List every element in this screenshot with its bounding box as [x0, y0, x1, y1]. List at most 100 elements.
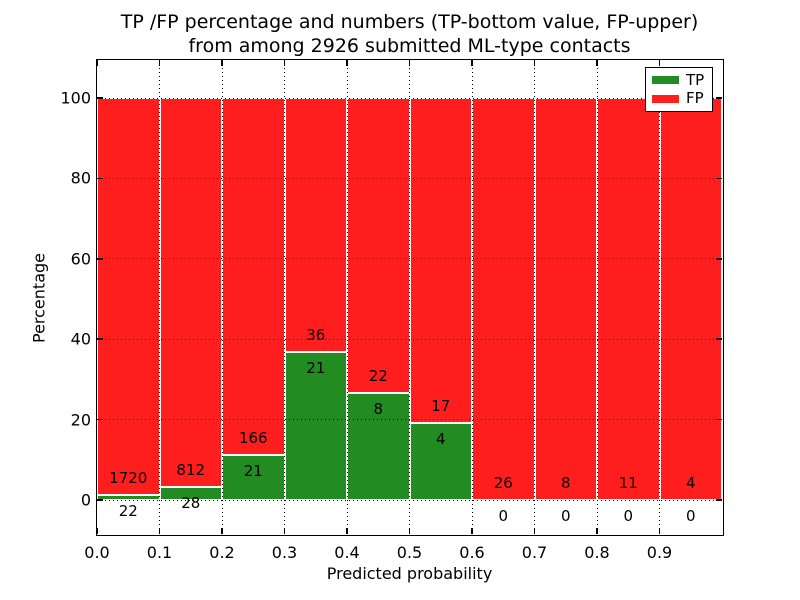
tp-legend-swatch-icon [652, 76, 679, 85]
x-tick-mark [596, 60, 598, 66]
fp-bar [97, 98, 160, 495]
x-tick-mark [471, 528, 473, 534]
x-tick-mark [97, 528, 98, 534]
y-tick-mark [97, 499, 103, 501]
fp-bar [222, 98, 285, 455]
vertical-gridline [221, 60, 223, 534]
vertical-gridline [409, 60, 410, 534]
x-tick-label: 0.8 [584, 543, 610, 562]
fp-legend-label: FP [686, 89, 704, 108]
y-tick-mark [716, 418, 722, 421]
x-tick-label: 0.3 [271, 543, 298, 562]
x-tick-mark [596, 528, 598, 534]
x-tick-mark [158, 60, 161, 66]
fp-bar [159, 98, 222, 487]
fp-bar [284, 98, 347, 352]
x-tick-mark [97, 60, 98, 66]
y-tick-mark [97, 97, 103, 99]
vertical-gridline [159, 60, 160, 534]
y-tick-mark [716, 499, 722, 501]
tp-count-label: 28 [181, 493, 201, 512]
vertical-gridline [471, 60, 473, 534]
fp-count-label: 166 [238, 428, 268, 447]
tp-count-label: 21 [306, 358, 326, 377]
x-tick-mark [533, 528, 536, 534]
tp-count-label: 22 [118, 501, 138, 520]
x-tick-mark [221, 60, 223, 66]
y-tick-label: 20 [70, 410, 91, 430]
legend-entry-fp: FP [652, 91, 706, 106]
x-tick-label: 0.4 [334, 543, 360, 562]
x-tick-label: 0.6 [459, 543, 485, 562]
x-tick-mark [221, 528, 223, 534]
legend-entry-tp: TP [652, 70, 706, 89]
chart-title: TP /FP percentage and numbers (TP-bottom… [97, 10, 722, 58]
x-tick-mark [658, 60, 661, 66]
tp-count-label: 0 [560, 507, 571, 525]
fp-count-label: 26 [493, 474, 513, 492]
y-tick-mark [97, 418, 103, 421]
x-tick-label: 0.0 [84, 543, 110, 562]
y-tick-mark [716, 97, 722, 99]
x-tick-mark [158, 528, 161, 534]
tp-count-label: 0 [498, 507, 509, 525]
vertical-gridline [284, 60, 285, 534]
y-tick-mark [716, 338, 722, 340]
tp-count-label: 0 [623, 507, 634, 525]
x-tick-label: 0.7 [521, 543, 548, 562]
plot-area: 1720 22 812 28 166 21 36 21 22 8 17 4 26 0 8 0 11 0 4 0 [97, 60, 722, 534]
fp-bar [409, 98, 472, 424]
y-tick-mark [97, 258, 103, 260]
y-tick-mark [716, 177, 722, 180]
x-tick-mark [283, 60, 286, 66]
y-tick-mark [716, 258, 722, 260]
fp-count-label: 17 [431, 397, 451, 416]
tp-count-label: 21 [243, 461, 263, 480]
fp-legend-swatch-icon [652, 94, 679, 103]
x-tick-mark [283, 528, 286, 534]
fp-bar [472, 98, 535, 500]
y-tick-label: 0 [80, 490, 91, 510]
fp-count-label: 11 [618, 474, 638, 492]
fp-bar [534, 98, 597, 500]
fp-count-label: 8 [560, 474, 571, 492]
y-tick-mark [97, 338, 103, 340]
x-tick-mark [533, 60, 536, 66]
fp-bar [347, 98, 410, 393]
fp-count-label: 22 [368, 366, 388, 385]
x-tick-label: 0.1 [146, 543, 173, 562]
fp-bar [659, 98, 722, 500]
tp-count-label: 4 [435, 430, 446, 449]
chart-title-line2: from among 2926 submitted ML-type contac… [188, 35, 631, 57]
fp-count-label: 4 [685, 474, 696, 492]
x-tick-mark [658, 528, 661, 534]
fp-bar [597, 98, 660, 500]
x-tick-mark [408, 528, 411, 534]
tp-count-label: 0 [685, 507, 696, 525]
x-tick-mark [346, 60, 348, 66]
y-tick-label: 80 [70, 168, 91, 188]
y-tick-label: 100 [60, 88, 91, 108]
vertical-gridline [346, 60, 348, 534]
fp-count-label: 1720 [109, 468, 148, 487]
tp-bar [222, 454, 285, 500]
legend: TP FP [645, 67, 713, 112]
vertical-gridline [534, 60, 535, 534]
y-axis-label: Percentage [29, 252, 49, 344]
x-tick-mark [408, 60, 411, 66]
vertical-gridline [596, 60, 598, 534]
x-axis-label: Predicted probability [326, 564, 493, 583]
x-tick-label: 0.2 [209, 543, 235, 562]
y-tick-mark [97, 177, 103, 180]
fp-count-label: 812 [176, 460, 206, 479]
vertical-gridline [659, 60, 660, 534]
tp-count-label: 8 [373, 399, 384, 418]
tp-legend-label: TP [686, 70, 705, 89]
x-tick-label: 0.9 [646, 543, 673, 562]
x-tick-label: 0.5 [396, 543, 423, 562]
chart-title-line1: TP /FP percentage and numbers (TP-bottom… [120, 11, 699, 33]
fp-count-label: 36 [306, 325, 326, 344]
x-tick-mark [471, 60, 473, 66]
x-tick-mark [346, 528, 348, 534]
